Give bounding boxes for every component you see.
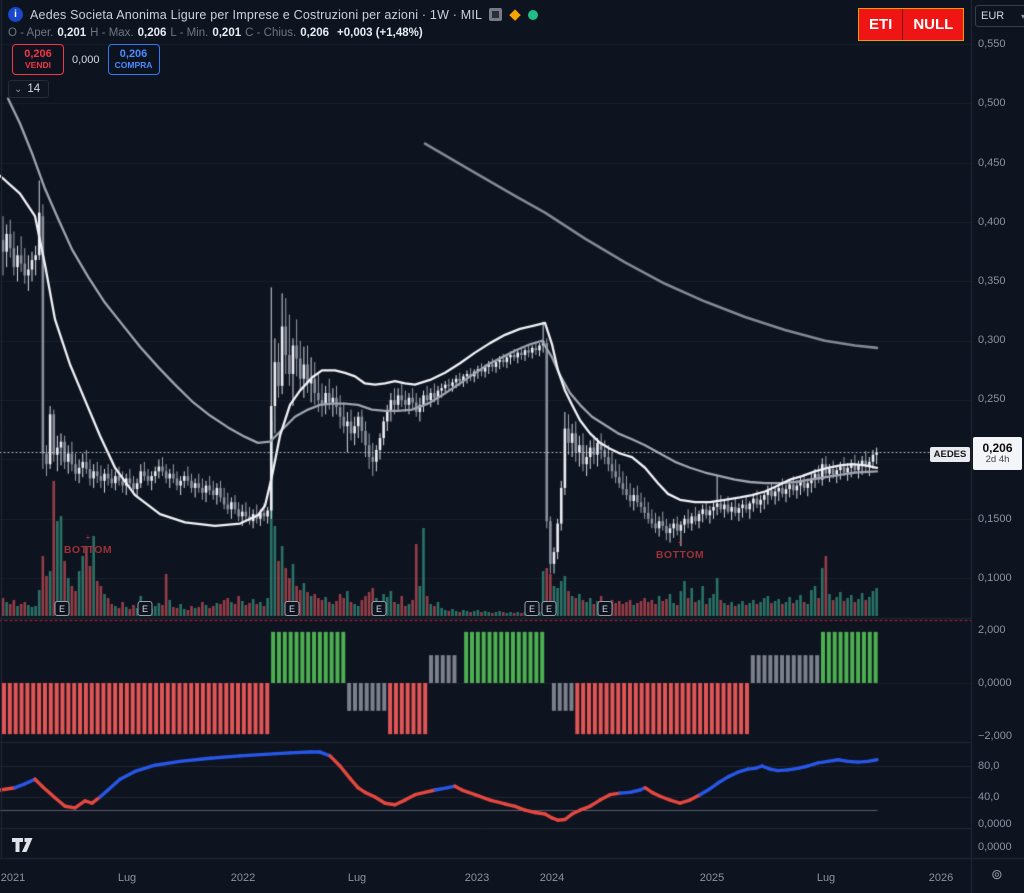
high-label: H - Max.	[90, 27, 134, 39]
price-tick-label: 0,450	[978, 157, 1006, 169]
indicator-legend[interactable]: ⌄ 14	[8, 80, 50, 98]
price-tick-label: 0,550	[978, 38, 1006, 50]
bottom-signal-label: BOTTOM	[655, 549, 705, 561]
price-tick-label: 0,0000	[978, 818, 1012, 830]
price-tick-label: 0,1000	[978, 572, 1012, 584]
price-tick-label: 0,400	[978, 216, 1006, 228]
axis-settings-icon[interactable]: ⊚	[991, 866, 1003, 882]
price-tick-label: 0,0000	[978, 677, 1012, 689]
market-status-icon[interactable]	[527, 9, 538, 20]
chevron-down-icon: ▾	[1020, 11, 1024, 21]
high-value: 0,206	[137, 27, 167, 39]
last-price-value: 0,206	[982, 440, 1013, 455]
price-tick-label: 80,0	[978, 760, 1000, 772]
bottom-signal-icon: +	[677, 538, 683, 547]
price-tick-label: 40,0	[978, 791, 1000, 803]
alert-button-group: ETI NULL	[858, 8, 965, 41]
symbol-logo-icon: i	[8, 7, 23, 22]
trade-panel: 0,206 VENDI 0,000 0,206 COMPRA	[12, 44, 160, 75]
change-value: +0,003 (+1,48%)	[337, 27, 423, 39]
indicator-legend-value: 14	[27, 83, 41, 95]
bottom-signal-icon: +	[85, 533, 91, 542]
symbol-header: i Aedes Societa Anonima Ligure per Impre…	[8, 7, 538, 22]
buy-price: 0,206	[119, 48, 148, 61]
low-label: L - Min.	[170, 27, 209, 39]
currency-selector[interactable]: EUR ▾	[975, 5, 1024, 27]
time-tick-label: 2023	[464, 872, 490, 884]
earnings-marker[interactable]: E	[597, 601, 613, 616]
bar-countdown: 2d 4h	[985, 453, 1010, 465]
symbol-price-badge: AEDES	[930, 447, 970, 462]
null-button[interactable]: NULL	[902, 9, 964, 40]
tradingview-logo-icon[interactable]	[12, 837, 36, 853]
price-tick-label: −2,000	[978, 730, 1012, 742]
price-tick-label: 0,350	[978, 275, 1006, 287]
price-tick-label: 0,1500	[978, 513, 1012, 525]
time-tick-label: 2024	[539, 872, 565, 884]
low-value: 0,201	[212, 27, 242, 39]
price-tick-label: 0,500	[978, 97, 1006, 109]
diamond-icon[interactable]: ◆	[509, 6, 521, 23]
eti-button[interactable]: ETI	[859, 9, 903, 40]
earnings-marker[interactable]: E	[371, 601, 387, 616]
sell-price: 0,206	[24, 48, 52, 61]
sell-label: VENDI	[25, 59, 51, 70]
spread-value: 0,000	[72, 53, 100, 66]
close-value: 0,206	[300, 27, 330, 39]
price-tick-label: 0,0000	[978, 841, 1012, 853]
time-tick-label: 2022	[230, 872, 256, 884]
open-label: O - Aper.	[8, 27, 54, 39]
price-tick-label: 0,300	[978, 334, 1006, 346]
time-tick-label: 2021	[0, 872, 26, 884]
currency-value: EUR	[981, 10, 1005, 22]
time-tick-label: Lug	[816, 872, 836, 884]
bottom-signal-label: BOTTOM	[63, 544, 113, 556]
time-tick-label: Lug	[347, 872, 367, 884]
time-tick-label: 2025	[699, 872, 725, 884]
close-label: C - Chius.	[245, 27, 297, 39]
chevron-down-icon: ⌄	[14, 83, 23, 95]
earnings-marker[interactable]: E	[524, 601, 540, 616]
earnings-marker[interactable]: E	[54, 601, 70, 616]
earnings-marker[interactable]: E	[284, 601, 300, 616]
buy-label: COMPRA	[114, 59, 153, 70]
buy-button[interactable]: 0,206 COMPRA	[107, 44, 160, 75]
time-tick-label: Lug	[117, 872, 137, 884]
sell-button[interactable]: 0,206 VENDI	[12, 44, 64, 75]
symbol-title[interactable]: Aedes Societa Anonima Ligure per Imprese…	[30, 7, 483, 22]
earnings-marker[interactable]: E	[541, 601, 557, 616]
earnings-marker[interactable]: E	[137, 601, 153, 616]
time-tick-label: 2026	[928, 872, 954, 884]
chart-type-icon[interactable]	[489, 8, 503, 21]
open-value: 0,201	[57, 27, 87, 39]
ohlc-row: O - Aper. 0,201 H - Max. 0,206 L - Min. …	[8, 27, 423, 39]
price-tick-label: 0,250	[978, 393, 1006, 405]
price-tick-label: 2,000	[978, 624, 1006, 636]
last-price-label: 0,206 2d 4h	[973, 437, 1022, 470]
